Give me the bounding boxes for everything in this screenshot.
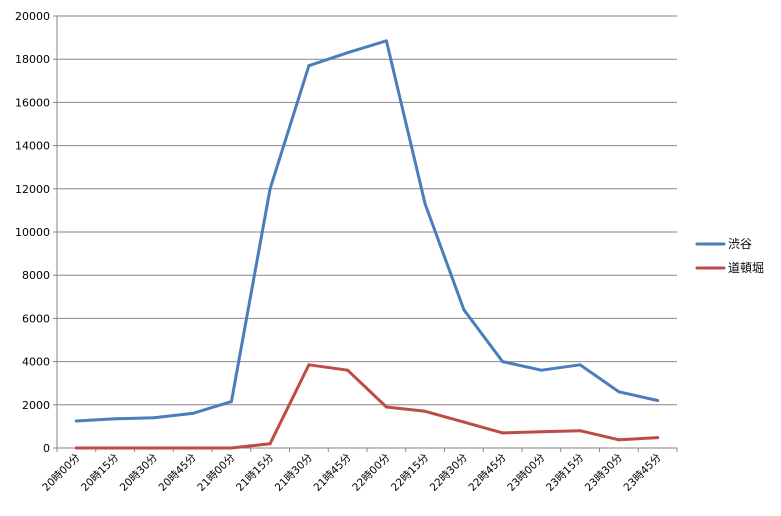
legend-label: 道頓堀 <box>728 260 764 275</box>
legend-label: 渋谷 <box>728 237 752 251</box>
data-point <box>423 409 427 413</box>
series-line-0 <box>74 39 660 423</box>
data-point <box>462 308 466 312</box>
data-point <box>501 360 505 364</box>
data-point <box>113 446 117 450</box>
y-tick-label: 8000 <box>22 269 50 282</box>
x-tick-label: 20時30分 <box>118 451 161 494</box>
data-point <box>229 446 233 450</box>
data-point <box>423 202 427 206</box>
y-tick-label: 12000 <box>15 183 50 196</box>
data-point <box>307 64 311 68</box>
x-tick-label: 23時00分 <box>505 451 548 494</box>
data-point <box>539 368 543 372</box>
data-point <box>346 368 350 372</box>
data-point <box>74 446 78 450</box>
x-tick-label: 21時30分 <box>273 451 316 494</box>
x-tick-label: 22時30分 <box>428 451 471 494</box>
x-tick-label: 21時00分 <box>195 451 238 494</box>
y-tick-label: 2000 <box>22 399 50 412</box>
data-point <box>113 417 117 421</box>
data-point <box>617 438 621 442</box>
x-tick-label: 21時15分 <box>234 451 277 494</box>
x-tick-label: 23時45分 <box>622 451 665 494</box>
y-tick-label: 0 <box>43 442 50 455</box>
data-point <box>307 363 311 367</box>
y-tick-label: 10000 <box>15 226 50 239</box>
data-point <box>268 442 272 446</box>
data-point <box>74 419 78 423</box>
data-point <box>384 39 388 43</box>
data-point <box>191 411 195 415</box>
data-point <box>229 400 233 404</box>
data-point <box>656 398 660 402</box>
data-point <box>384 405 388 409</box>
data-point <box>346 51 350 55</box>
y-tick-label: 18000 <box>15 53 50 66</box>
y-tick-label: 14000 <box>15 140 50 153</box>
y-tick-label: 20000 <box>15 10 50 23</box>
series-line-1 <box>74 363 660 450</box>
data-point <box>462 420 466 424</box>
y-tick-label: 6000 <box>22 312 50 325</box>
data-point <box>578 429 582 433</box>
data-point <box>268 187 272 191</box>
x-tick-label: 21時45分 <box>312 451 355 494</box>
data-point <box>539 430 543 434</box>
y-tick-label: 4000 <box>22 356 50 369</box>
axes <box>53 15 678 452</box>
series-lines <box>74 39 660 450</box>
x-tick-label: 20時15分 <box>79 451 122 494</box>
data-point <box>656 436 660 440</box>
x-tick-label: 22時45分 <box>467 451 510 494</box>
data-point <box>578 363 582 367</box>
data-point <box>191 446 195 450</box>
y-axis-ticks: 0 2000 4000 6000 8000 10000 12000 14000 16000 180… <box>15 10 50 455</box>
x-tick-label: 20時45分 <box>157 451 200 494</box>
data-point <box>152 446 156 450</box>
x-tick-label: 22時15分 <box>389 451 432 494</box>
data-point <box>617 390 621 394</box>
gridlines <box>57 15 677 406</box>
x-tick-label: 22時00分 <box>350 451 393 494</box>
y-tick-label: 16000 <box>15 96 50 109</box>
data-point <box>501 431 505 435</box>
x-tick-label: 23時30分 <box>583 451 626 494</box>
x-axis-ticks: 20時00分20時15分20時30分20時45分21時00分21時15分21時3… <box>40 451 664 494</box>
data-point <box>152 416 156 420</box>
x-tick-label: 23時15分 <box>544 451 587 494</box>
x-tick-label: 20時00分 <box>40 451 83 494</box>
